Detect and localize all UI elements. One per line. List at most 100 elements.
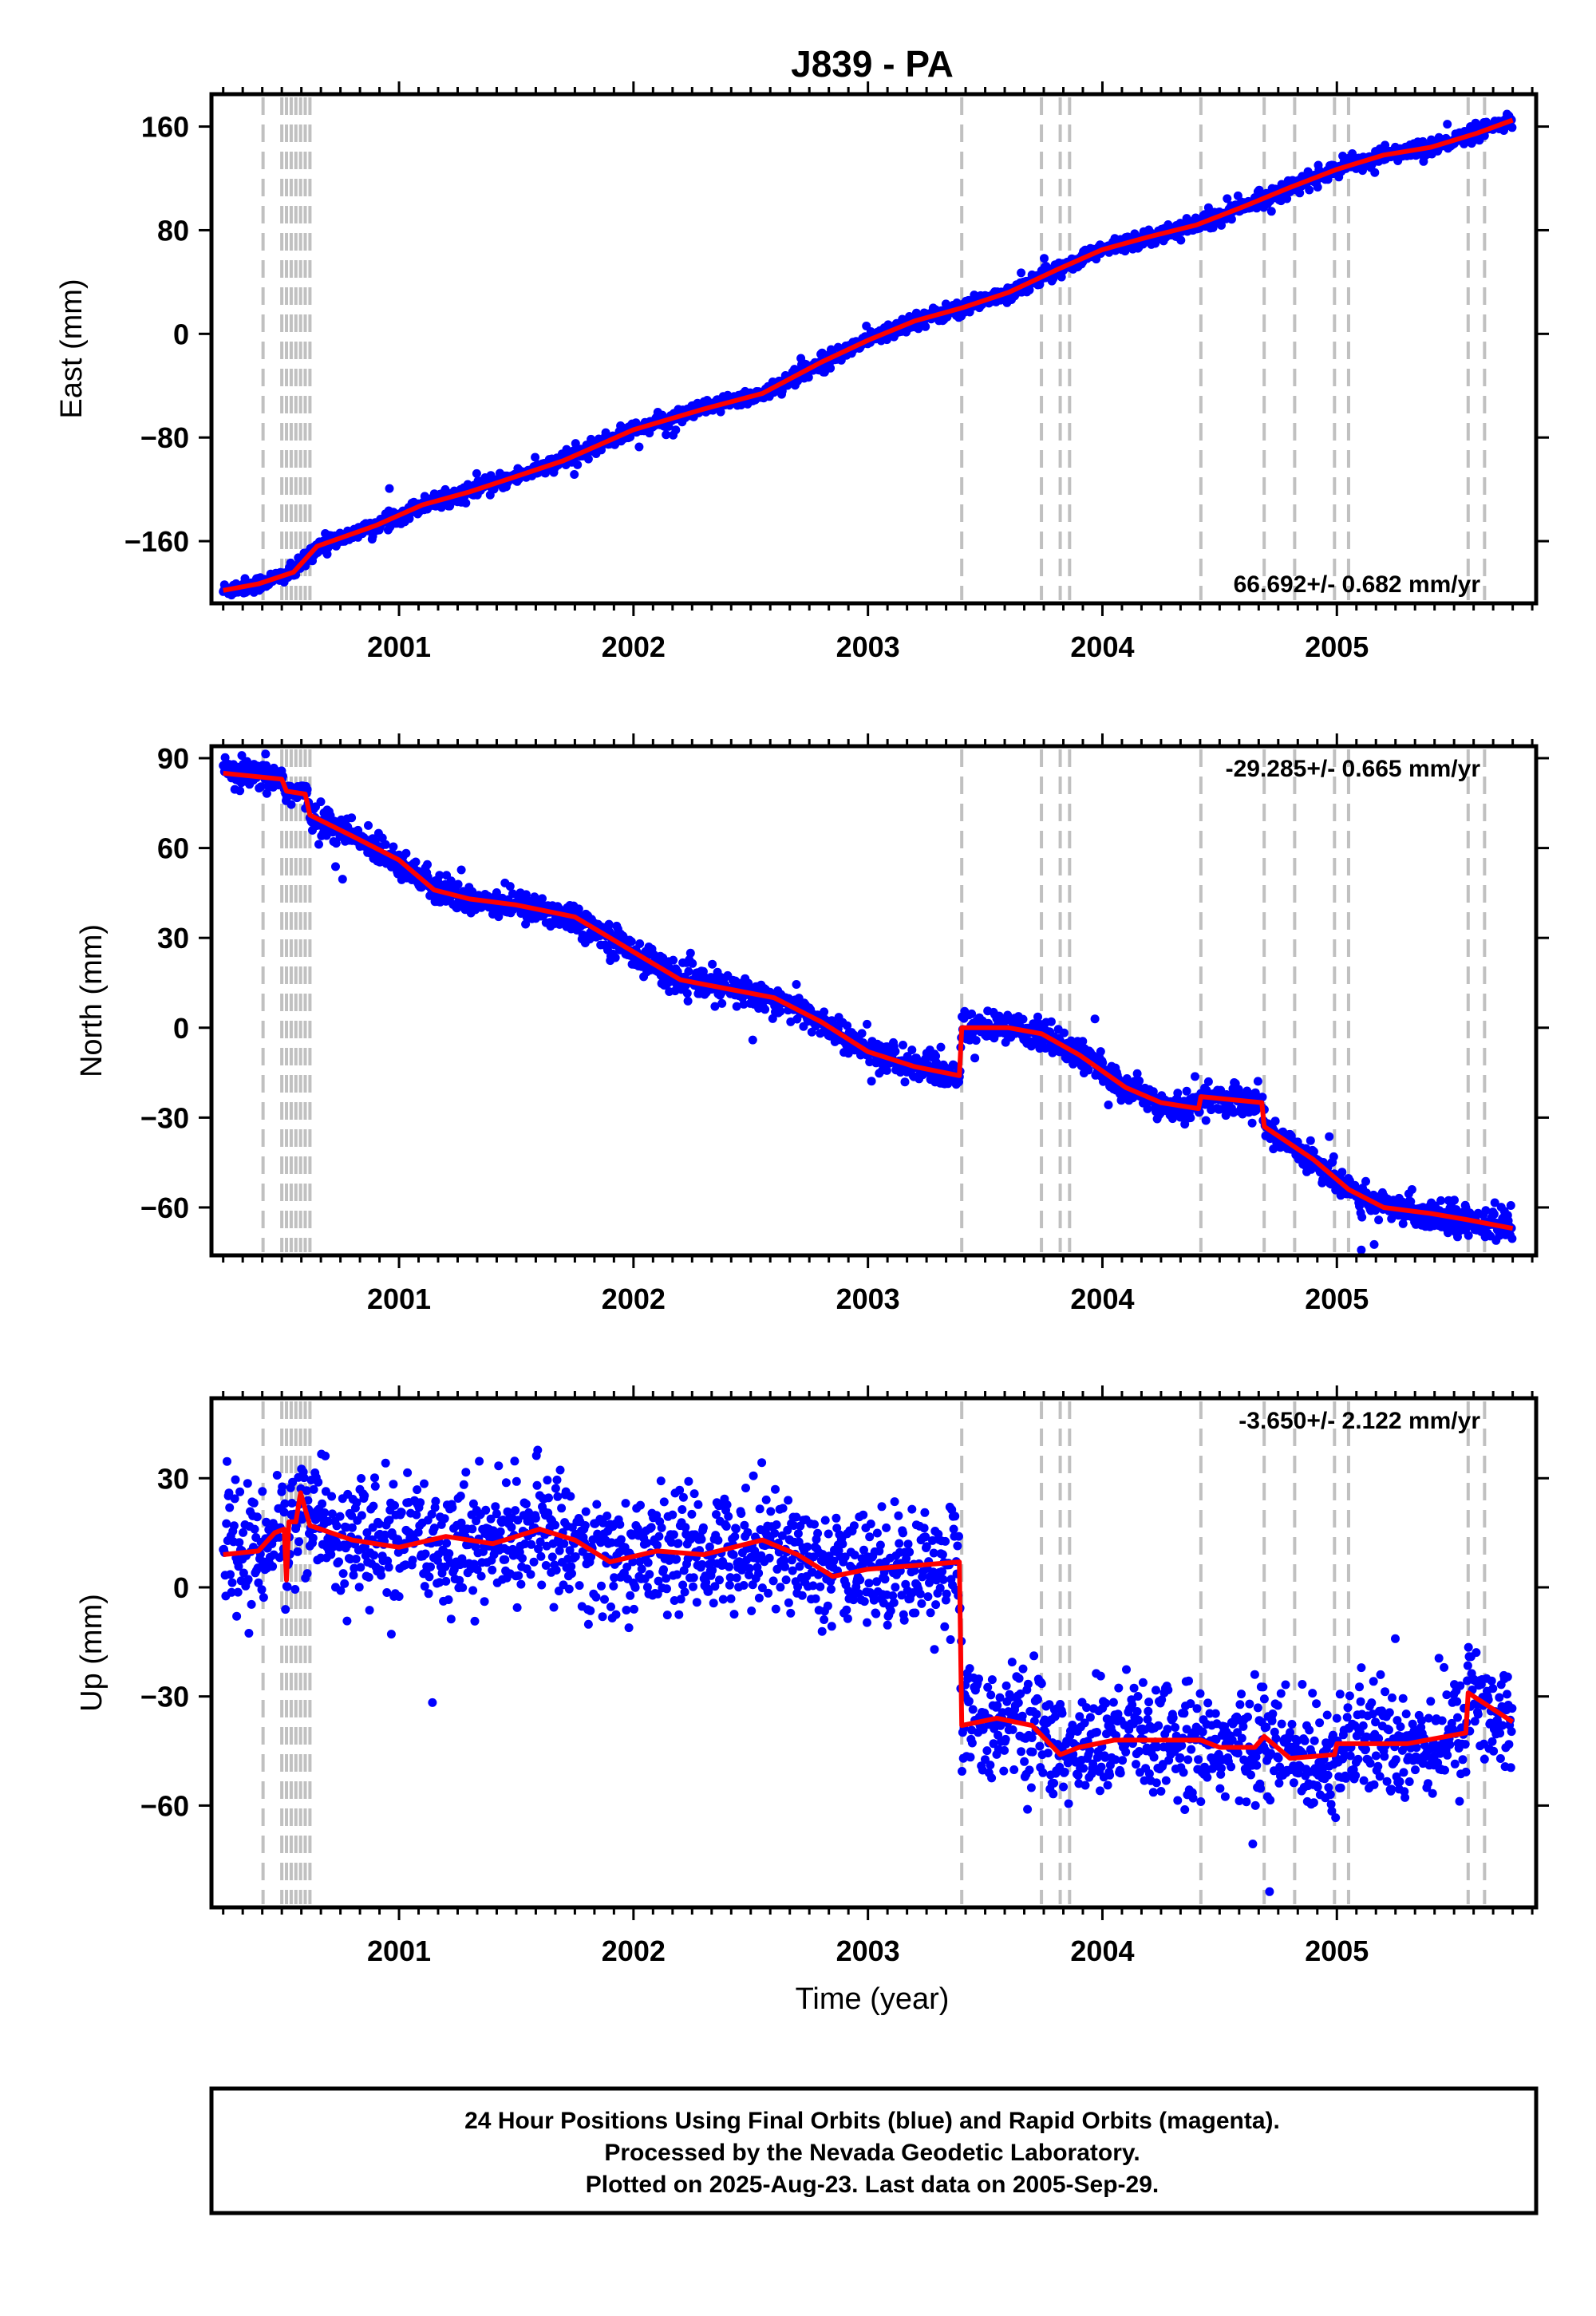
north-position-point-1852 [1407, 1185, 1416, 1194]
north-position-point-106 [286, 800, 296, 809]
north-position-point-300 [411, 857, 421, 867]
east-position-point-596 [601, 428, 610, 437]
up-position-point-517 [551, 1520, 560, 1530]
up-position-point-61 [258, 1487, 267, 1496]
up-position-point-19 [231, 1475, 240, 1484]
east-position-point-648 [634, 442, 644, 452]
up-position-point-100 [282, 1582, 292, 1591]
up-position-point-193 [342, 1616, 352, 1626]
east-position-point-912 [804, 373, 813, 382]
north-position-point-844 [760, 1005, 770, 1014]
north-position-point-1166 [967, 1009, 977, 1018]
up-position-point-253 [381, 1458, 390, 1468]
up-position-point-189 [340, 1579, 350, 1588]
north-position-point-1487 [1173, 1089, 1183, 1098]
north-position-point-611 [610, 953, 620, 962]
up-position-point-38 [243, 1479, 252, 1488]
north-position-point-725 [684, 966, 693, 976]
north-position-point-868 [776, 1006, 785, 1016]
up-position-point-455 [511, 1506, 520, 1516]
north-position-point-1427 [1135, 1076, 1144, 1085]
up-position-point-519 [551, 1565, 561, 1575]
east-position-point-2008 [1507, 123, 1517, 132]
north-position-point-723 [682, 989, 692, 998]
up-position-point-220 [360, 1491, 369, 1500]
north-position-point-1603 [1247, 1118, 1257, 1128]
north-position-point-893 [792, 980, 801, 989]
up-position-point-489 [532, 1480, 542, 1490]
east-x-tick-label-1: 2002 [602, 630, 666, 663]
north-position-point-1047 [891, 1046, 900, 1056]
north-y-tick-label-3: 0 [173, 1012, 189, 1045]
north-y-axis-label: North (mm) [75, 924, 109, 1077]
up-position-point-564 [580, 1521, 590, 1530]
up-position-point-216 [357, 1511, 366, 1520]
north-position-point-1379 [1104, 1101, 1113, 1109]
up-position-point-112 [290, 1585, 300, 1594]
north-position-point-724 [683, 996, 693, 1006]
up-position-point-518 [551, 1484, 560, 1493]
up-position-point-555 [575, 1581, 584, 1591]
up-position-point-531 [559, 1539, 569, 1548]
east-position-point-1794 [1370, 168, 1380, 177]
up-position-point-262 [386, 1630, 396, 1639]
up-position-point-140 [308, 1533, 318, 1543]
east-position-point-705 [671, 425, 681, 435]
up-position-point-487 [531, 1513, 540, 1523]
east-position-point-946 [826, 363, 836, 373]
east-position-point-486 [531, 453, 540, 462]
up-position-point-131 [302, 1569, 312, 1579]
up-position-point-265 [389, 1480, 398, 1489]
up-position-point-458 [512, 1603, 522, 1612]
up-position-point-274 [394, 1592, 404, 1601]
north-position-point-1514 [1191, 1072, 1199, 1081]
up-position-point-495 [536, 1551, 546, 1561]
up-position-point-399 [475, 1456, 484, 1466]
up-position-point-402 [476, 1571, 486, 1581]
up-position-point-569 [583, 1619, 593, 1629]
up-position-point-17 [229, 1521, 239, 1531]
up-position-point-48 [249, 1498, 259, 1508]
east-position-point-1564 [1223, 194, 1232, 204]
east-position-point-1633 [1266, 207, 1276, 216]
up-position-point-503 [541, 1561, 551, 1570]
up-position-point-457 [512, 1476, 521, 1486]
north-position-point-200 [347, 813, 357, 823]
up-position-point-505 [543, 1476, 552, 1485]
up-position-point-258 [384, 1563, 393, 1572]
north-position-point-285 [401, 848, 411, 858]
east-y-tick-label-3: −80 [140, 421, 189, 454]
up-position-point-429 [494, 1461, 504, 1471]
north-y-tick-label-2: 30 [157, 922, 189, 954]
up-position-point-6 [223, 1456, 231, 1466]
up-position-point-357 [448, 1503, 457, 1512]
east-position-point-1677 [1295, 188, 1305, 198]
up-position-point-521 [553, 1492, 563, 1501]
up-position-point-31 [239, 1528, 248, 1537]
north-position-point-1118 [936, 1042, 946, 1052]
up-position-point-565 [581, 1507, 591, 1516]
up-position-point-236 [370, 1473, 379, 1483]
east-position-point-933 [817, 348, 827, 358]
up-position-point-11 [226, 1570, 235, 1579]
north-position-point-601 [604, 919, 614, 929]
east-position-point-1907 [1443, 120, 1452, 129]
north-x-tick-label-2: 2003 [836, 1282, 900, 1315]
north-position-point-1793 [1369, 1239, 1379, 1249]
north-y-tick-label-5: −60 [140, 1192, 189, 1224]
north-position-point-1290 [1046, 1017, 1056, 1026]
up-position-point-212 [354, 1583, 364, 1592]
up-position-point-375 [459, 1480, 468, 1489]
north-position-point-731 [688, 958, 697, 968]
north-position-point-1062 [900, 1077, 910, 1087]
north-position-point-1612 [1253, 1077, 1262, 1086]
east-position-point-1243 [1017, 268, 1026, 278]
north-position-point-1940 [1464, 1231, 1473, 1240]
up-position-point-278 [397, 1508, 406, 1517]
up-position-point-228 [365, 1606, 374, 1615]
north-position-point-1780 [1361, 1176, 1370, 1186]
up-position-point-419 [488, 1565, 497, 1575]
north-position-point-1531 [1201, 1116, 1211, 1125]
up-position-point-307 [416, 1498, 425, 1508]
up-position-point-287 [403, 1468, 413, 1477]
